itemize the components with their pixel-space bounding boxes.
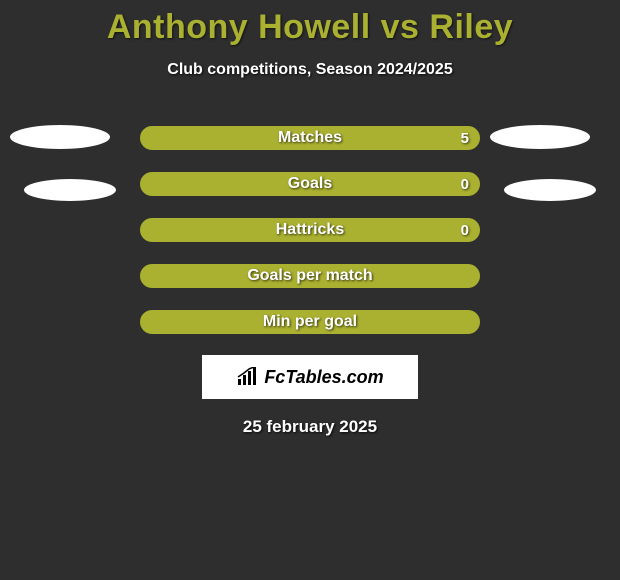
stat-label: Hattricks — [276, 221, 344, 239]
stat-row: Goals per match — [0, 253, 620, 299]
chart-icon — [236, 367, 260, 387]
comparison-chart: Matches 5 Goals 0 Hattricks 0 Goals per match M… — [0, 115, 620, 345]
logo-box: FcTables.com — [202, 355, 418, 399]
stat-value: 5 — [461, 130, 469, 147]
stat-bar: Goals 0 — [140, 172, 480, 196]
stat-label: Goals — [288, 175, 332, 193]
stat-label: Min per goal — [263, 313, 357, 331]
stat-bar: Goals per match — [140, 264, 480, 288]
player-ellipse — [24, 179, 116, 201]
player-ellipse — [490, 125, 590, 149]
stat-label: Goals per match — [247, 267, 372, 285]
player-ellipse — [10, 125, 110, 149]
player-ellipse — [504, 179, 596, 201]
page-title: Anthony Howell vs Riley — [0, 0, 620, 47]
stat-bar: Hattricks 0 — [140, 218, 480, 242]
date-label: 25 february 2025 — [0, 417, 620, 437]
stat-bar: Matches 5 — [140, 126, 480, 150]
stat-row: Min per goal — [0, 299, 620, 345]
stat-bar: Min per goal — [140, 310, 480, 334]
logo-text: FcTables.com — [264, 367, 383, 388]
stat-label: Matches — [278, 129, 342, 147]
stat-row: Hattricks 0 — [0, 207, 620, 253]
subtitle: Club competitions, Season 2024/2025 — [0, 61, 620, 79]
stat-value: 0 — [461, 176, 469, 193]
stat-value: 0 — [461, 222, 469, 239]
